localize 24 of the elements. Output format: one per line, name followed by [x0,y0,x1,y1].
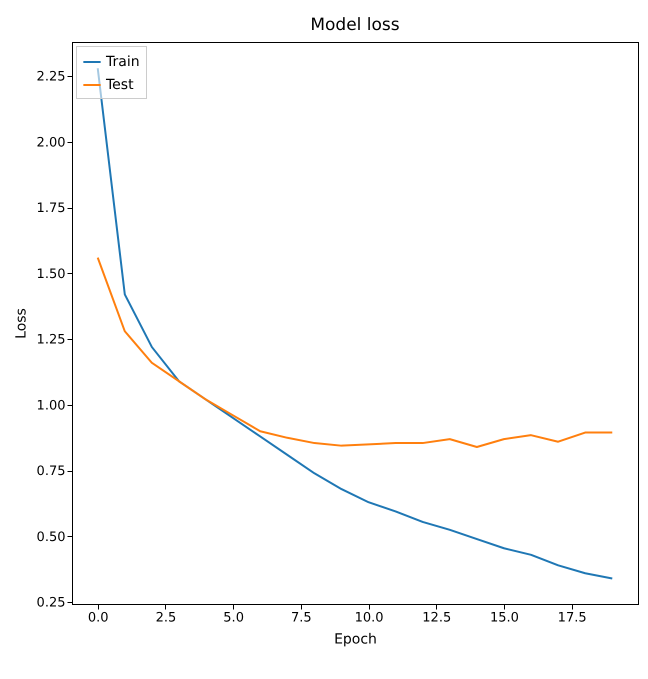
legend-label: Train [105,54,140,70]
x-tick-label: 5.0 [223,610,244,626]
y-tick-label: 1.75 [36,201,66,216]
chart-title: Model loss [310,15,400,35]
x-tick-label: 17.5 [558,610,587,626]
x-tick-label: 15.0 [490,610,519,626]
line-series [96,67,614,580]
y-axis-title: Loss [14,308,30,339]
y-tick-label: 1.00 [36,398,66,414]
y-tick-label: 1.50 [36,266,66,282]
x-tick-label: 2.5 [156,610,176,626]
y-tick-label: 1.25 [36,332,66,348]
y-tick-label: 0.50 [36,530,66,545]
x-tick-label: 0.0 [88,610,109,626]
x-axis-title: Epoch [334,632,377,648]
line-series [96,256,614,448]
x-tick-label: 10.0 [354,610,384,626]
x-tick-label: 7.5 [290,610,312,626]
y-tick-label: 0.25 [36,596,66,611]
y-tick-label: 2.25 [36,70,66,85]
y-tick-label: 2.00 [36,135,66,150]
legend-label: Test [105,77,134,93]
x-tick-label: 12.5 [422,610,452,626]
y-tick-label: 0.75 [36,464,66,480]
